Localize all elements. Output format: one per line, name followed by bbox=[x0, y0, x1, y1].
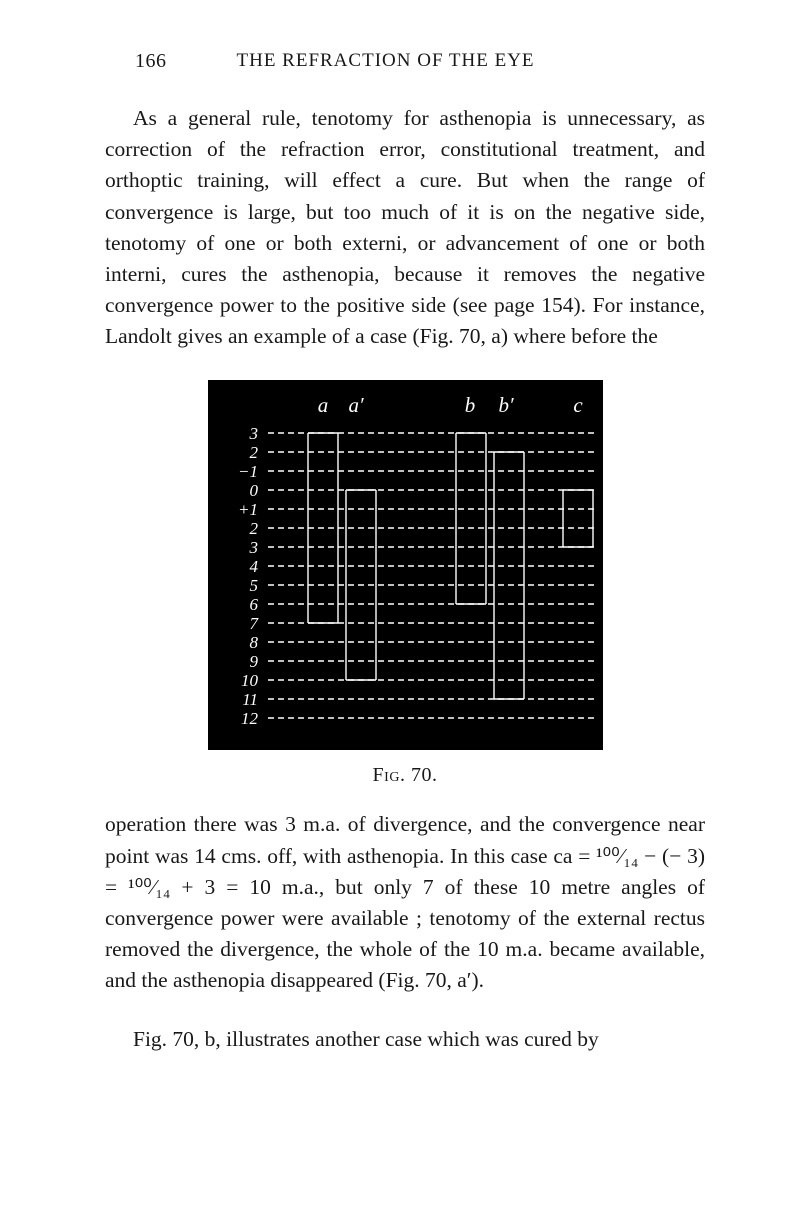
svg-text:−1: −1 bbox=[238, 462, 258, 481]
svg-text:10: 10 bbox=[241, 671, 259, 690]
svg-text:8: 8 bbox=[249, 633, 258, 652]
svg-text:0: 0 bbox=[249, 481, 258, 500]
svg-text:2: 2 bbox=[249, 443, 258, 462]
svg-text:6: 6 bbox=[249, 595, 258, 614]
svg-text:3: 3 bbox=[248, 538, 258, 557]
svg-text:9: 9 bbox=[249, 652, 258, 671]
svg-text:5: 5 bbox=[249, 576, 258, 595]
paragraph-1: As a general rule, tenotomy for asthenop… bbox=[105, 103, 705, 352]
svg-text:11: 11 bbox=[242, 690, 258, 709]
svg-text:4: 4 bbox=[249, 557, 258, 576]
page-number: 166 bbox=[135, 50, 167, 73]
svg-text:b: b bbox=[464, 393, 475, 417]
header-title: THE REFRACTION OF THE EYE bbox=[237, 50, 535, 73]
page: 166 THE REFRACTION OF THE EYE As a gener… bbox=[0, 0, 800, 1215]
paragraph-2: operation there was 3 m.a. of divergence… bbox=[105, 809, 705, 996]
svg-text:a′: a′ bbox=[348, 393, 364, 417]
svg-text:2: 2 bbox=[249, 519, 258, 538]
svg-text:+1: +1 bbox=[238, 500, 258, 519]
svg-text:c: c bbox=[573, 393, 583, 417]
paragraph-3: Fig. 70, b, illustrates another case whi… bbox=[105, 1024, 705, 1055]
figure-caption: Fig. 70. bbox=[105, 764, 705, 787]
svg-text:b′: b′ bbox=[498, 393, 514, 417]
svg-text:a: a bbox=[317, 393, 328, 417]
paragraph-1-text: As a general rule, tenotomy for asthenop… bbox=[105, 106, 705, 348]
running-header: 166 THE REFRACTION OF THE EYE bbox=[105, 50, 705, 73]
figure-70: aa′bb′c32−10+123456789101112 Fig. 70. bbox=[105, 380, 705, 787]
paragraph-3-text: Fig. 70, b, illustrates another case whi… bbox=[133, 1027, 599, 1051]
svg-text:12: 12 bbox=[241, 709, 259, 728]
svg-text:3: 3 bbox=[248, 424, 258, 443]
figure-70-chart: aa′bb′c32−10+123456789101112 bbox=[208, 380, 603, 750]
